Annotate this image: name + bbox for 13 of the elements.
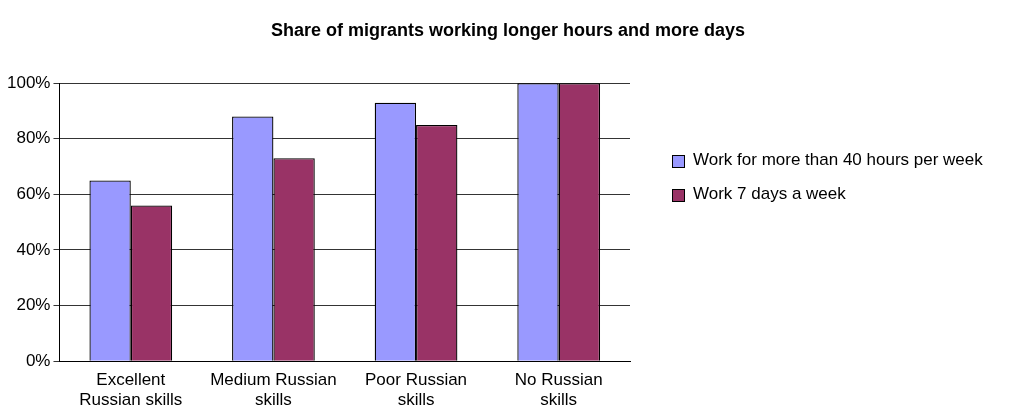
x-tick-label: Medium Russian skills — [210, 370, 337, 410]
x-tick-label: Poor Russian skills — [365, 370, 468, 410]
y-tick-label: 20% — [16, 295, 51, 315]
y-tick-label: 60% — [16, 184, 51, 204]
y-tick-label: 80% — [16, 128, 51, 148]
x-tick-label: Excellent Russian skills — [79, 370, 183, 410]
y-tick-label: 40% — [16, 239, 51, 259]
x-tick-label: No Russian skills — [514, 370, 603, 410]
y-tick-label: 0% — [25, 350, 51, 370]
chart-title: Share of migrants working longer hours and more days — [269, 20, 747, 41]
legend-label: Work 7 days a week — [693, 184, 846, 204]
legend-label: Work for more than 40 hours per week — [693, 150, 983, 170]
y-tick-label: 100% — [7, 72, 51, 92]
